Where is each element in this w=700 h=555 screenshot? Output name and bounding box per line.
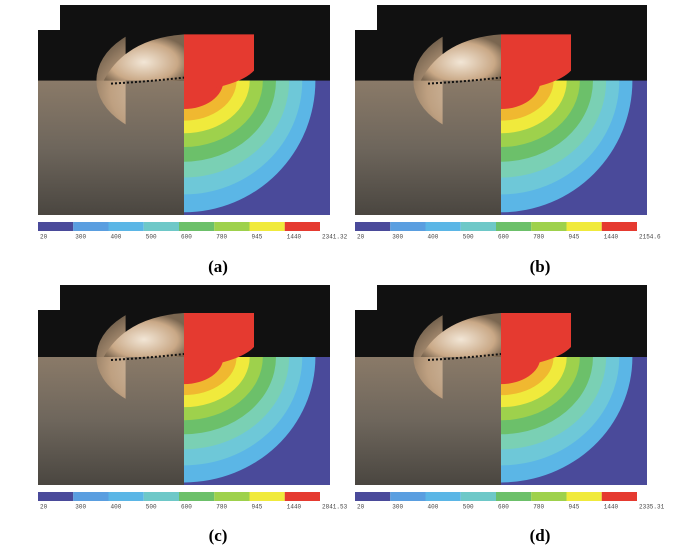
colorbar-segment bbox=[108, 222, 144, 231]
panel: 20 300 400 500 600 780 945 1440 2335.31 bbox=[355, 285, 665, 511]
colorbar-label: 945 bbox=[569, 504, 580, 511]
bead bbox=[420, 34, 501, 81]
colorbar-label: 1440 bbox=[604, 504, 619, 511]
colorbar-segment bbox=[108, 492, 144, 501]
colorbar-segment bbox=[214, 492, 250, 501]
contours bbox=[184, 80, 316, 213]
colorbar-segment bbox=[566, 222, 602, 231]
corner bbox=[355, 5, 377, 30]
colorbar-label: 300 bbox=[75, 504, 86, 511]
colorbar-label: 400 bbox=[428, 504, 439, 511]
colorbar-segment bbox=[214, 222, 250, 231]
colorbar-segment bbox=[143, 222, 179, 231]
corner bbox=[38, 5, 60, 30]
panel: 20 300 400 500 600 780 945 1440 2154.6 bbox=[355, 5, 661, 241]
colorbar-label: 400 bbox=[111, 504, 122, 511]
colorbar-label: 2154.6 bbox=[639, 234, 661, 241]
colorbar-segment bbox=[38, 492, 74, 501]
colorbar-segment bbox=[531, 492, 567, 501]
colorbar-label: 780 bbox=[533, 504, 544, 511]
colorbar-segment bbox=[38, 222, 74, 231]
colorbar-label: 300 bbox=[392, 234, 403, 241]
colorbar-segment bbox=[531, 222, 567, 231]
bead bbox=[420, 313, 501, 357]
colorbar-segment bbox=[425, 222, 461, 231]
fusion-line bbox=[110, 76, 185, 85]
colorbar-segment bbox=[390, 492, 426, 501]
colorbar-label: 780 bbox=[216, 504, 227, 511]
colorbar-label: 600 bbox=[181, 234, 192, 241]
colorbar-segment bbox=[601, 222, 637, 231]
red-cap bbox=[501, 313, 571, 369]
colorbar-segment bbox=[284, 492, 320, 501]
colorbar-segment bbox=[249, 492, 285, 501]
colorbar-segment bbox=[179, 492, 215, 501]
colorbar-segment bbox=[496, 492, 532, 501]
colorbar-segment bbox=[390, 222, 426, 231]
colorbar-segment bbox=[425, 492, 461, 501]
panel-label: (a) bbox=[208, 257, 228, 276]
colorbar-label: 300 bbox=[75, 234, 86, 241]
panel-label: (d) bbox=[530, 526, 551, 545]
bead bbox=[103, 313, 184, 357]
panel: 20 300 400 500 600 780 945 1440 2341.32 bbox=[38, 5, 348, 241]
panel-label: (c) bbox=[209, 526, 228, 545]
bead bbox=[103, 34, 184, 81]
colorbar-label: 1440 bbox=[287, 504, 302, 511]
colorbar-label: 600 bbox=[181, 504, 192, 511]
colorbar-segment bbox=[73, 222, 109, 231]
colorbar-label: 500 bbox=[146, 234, 157, 241]
colorbar-segment bbox=[284, 222, 320, 231]
fusion-line bbox=[427, 353, 502, 361]
corner bbox=[355, 285, 377, 310]
colorbar-label: 1440 bbox=[287, 234, 302, 241]
colorbar-label: 500 bbox=[463, 504, 474, 511]
colorbar-label: 500 bbox=[146, 504, 157, 511]
red-cap bbox=[184, 34, 254, 93]
colorbar-segment bbox=[460, 222, 496, 231]
colorbar-segment bbox=[460, 492, 496, 501]
colorbar-label: 2341.32 bbox=[322, 234, 348, 241]
colorbar-label: 780 bbox=[533, 234, 544, 241]
colorbar-segment bbox=[601, 492, 637, 501]
colorbar-label: 300 bbox=[392, 504, 403, 511]
panel-label: (b) bbox=[530, 257, 551, 276]
colorbar-segment bbox=[496, 222, 532, 231]
red-cap bbox=[184, 313, 254, 369]
colorbar-segment bbox=[355, 222, 391, 231]
colorbar-label: 945 bbox=[252, 504, 263, 511]
colorbar-label: 600 bbox=[498, 234, 509, 241]
colorbar-label: 945 bbox=[569, 234, 580, 241]
colorbar-label: 400 bbox=[111, 234, 122, 241]
colorbar-label: 780 bbox=[216, 234, 227, 241]
colorbar-segment bbox=[179, 222, 215, 231]
panel: 20 300 400 500 600 780 945 1440 2841.53 bbox=[38, 285, 348, 511]
colorbar-label: 400 bbox=[428, 234, 439, 241]
colorbar-label: 1440 bbox=[604, 234, 619, 241]
colorbar-label: 600 bbox=[498, 504, 509, 511]
colorbar-label: 2335.31 bbox=[639, 504, 665, 511]
colorbar-label: 20 bbox=[40, 234, 48, 241]
colorbar-segment bbox=[355, 492, 391, 501]
colorbar-segment bbox=[73, 492, 109, 501]
colorbar-label: 20 bbox=[357, 234, 365, 241]
colorbar-label: 500 bbox=[463, 234, 474, 241]
fusion-line bbox=[110, 353, 185, 361]
colorbar-label: 945 bbox=[252, 234, 263, 241]
corner bbox=[38, 285, 60, 310]
fusion-line bbox=[427, 76, 502, 85]
red-cap bbox=[501, 34, 571, 93]
colorbar-label: 20 bbox=[40, 504, 48, 511]
colorbar-label: 2841.53 bbox=[322, 504, 348, 511]
colorbar-segment bbox=[249, 222, 285, 231]
colorbar-label: 20 bbox=[357, 504, 365, 511]
colorbar-segment bbox=[143, 492, 179, 501]
colorbar-segment bbox=[566, 492, 602, 501]
